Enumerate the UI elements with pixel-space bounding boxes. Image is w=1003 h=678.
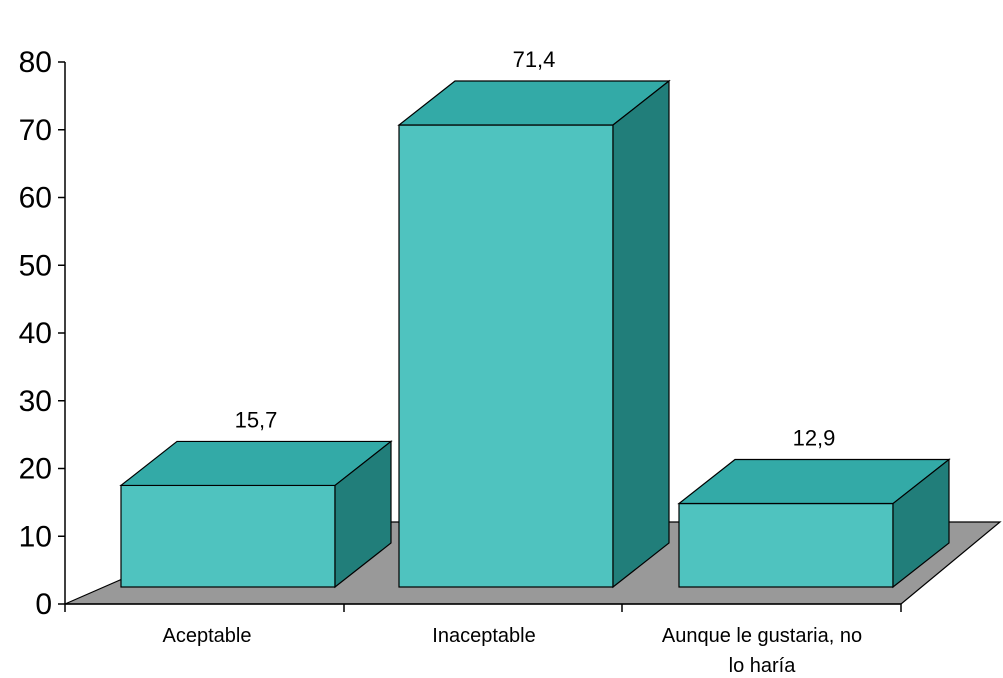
category-label: Aunque le gustaria, no lo haría [662,625,862,677]
category-label-line: Aceptable [163,625,252,647]
category-label: Aceptable [163,625,252,647]
y-tick-label: 50 [19,249,52,282]
data-label: 12,9 [793,426,836,451]
y-tick-label: 0 [35,588,52,621]
bar [677,458,951,589]
y-axis: 0 10 20 30 40 50 60 70 80 [19,46,902,621]
y-tick-label: 20 [19,453,52,486]
bars [119,79,951,589]
category-label-line: Inaceptable [432,625,535,647]
labels: 15,7 Aceptable 71,4 Inaceptable 12,9 Aunque l… [163,47,863,677]
category-label: Inaceptable [432,625,535,647]
y-tick-label: 40 [19,317,52,350]
bar-side [892,458,950,589]
y-tick-label: 60 [19,182,52,215]
bar-front [678,502,894,588]
bar-front [398,124,614,588]
y-tick-label: 10 [19,520,52,553]
y-tick-label: 80 [19,46,52,79]
data-label: 15,7 [235,407,278,432]
y-tick-label: 30 [19,385,52,418]
bar-side [334,440,392,589]
bar-front [120,484,336,588]
category-label-line: Aunque le gustaria, no [662,625,862,647]
category-label-line: lo haría [729,655,797,677]
bar [119,440,393,589]
data-label: 71,4 [513,47,556,72]
y-tick-label: 70 [19,114,52,147]
bar-side [612,79,670,589]
bar [397,79,671,589]
